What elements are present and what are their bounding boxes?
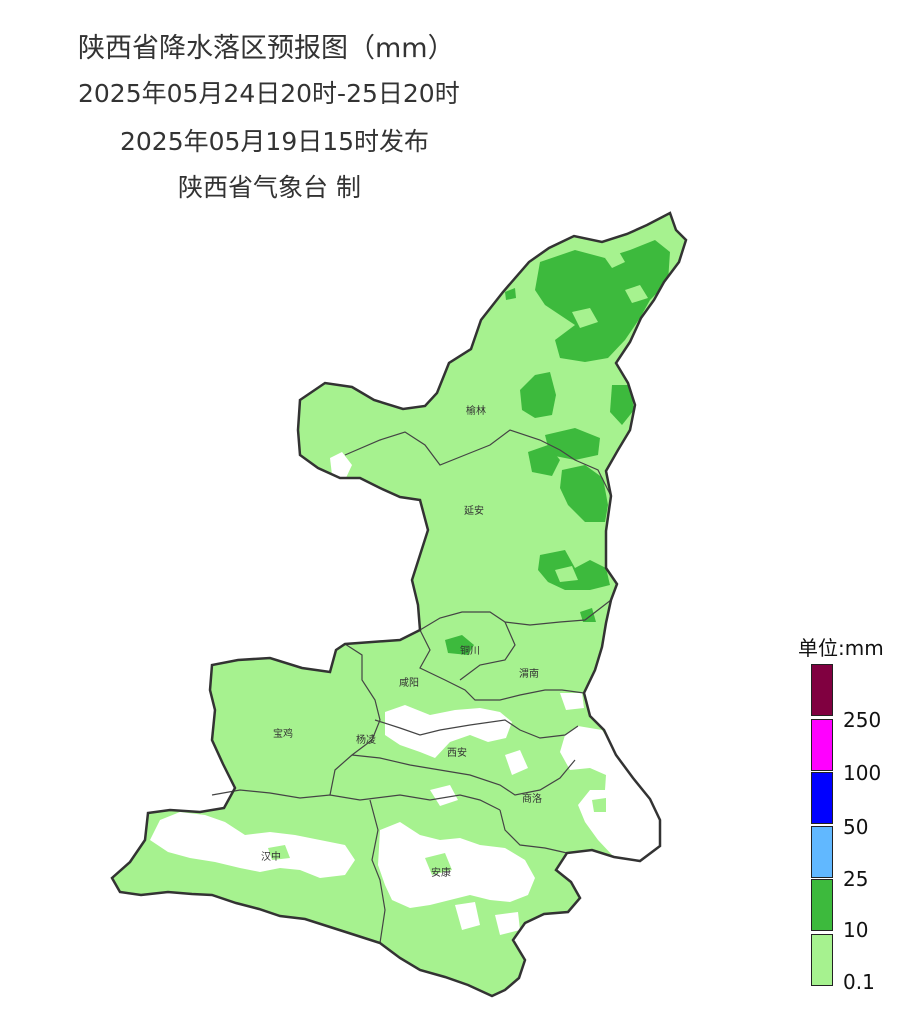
city-label-yanan: 延安 xyxy=(464,504,484,517)
title-line-3: 2025年05月19日15时发布 xyxy=(120,127,430,156)
title-line-2: 2025年05月24日20时-25日20时 xyxy=(78,79,460,108)
legend-swatch-100-250 xyxy=(811,719,833,771)
moderate-rain-areas xyxy=(445,240,670,655)
dry-patch xyxy=(560,726,660,861)
dry-patch xyxy=(495,912,520,935)
rain-patch xyxy=(505,288,516,300)
city-label-weinan: 渭南 xyxy=(519,667,539,680)
dry-patch xyxy=(430,785,458,806)
dry-patch xyxy=(455,902,480,930)
legend-unit: 单位:mm xyxy=(798,636,884,660)
rain-patch xyxy=(538,550,610,590)
legend-level-10: 10 xyxy=(843,918,869,942)
legend-swatch-250-plus xyxy=(811,664,833,716)
city-label-baoji: 宝鸡 xyxy=(273,727,293,740)
light-rain-holes xyxy=(555,250,648,582)
legend-level-0.1: 0.1 xyxy=(843,970,875,994)
rain-patch xyxy=(610,385,634,425)
legend-level-100: 100 xyxy=(843,761,882,785)
rain-patch xyxy=(580,608,596,622)
dry-patch xyxy=(330,452,352,480)
city-label-yulin: 榆林 xyxy=(466,404,486,417)
title-line-4: 陕西省气象台 制 xyxy=(178,173,361,202)
rain-patch xyxy=(528,445,560,476)
legend-swatch-50-100 xyxy=(811,772,833,824)
rain-patch xyxy=(535,240,670,362)
dry-patch xyxy=(150,812,355,878)
rain-patch xyxy=(545,428,600,460)
city-boundaries xyxy=(211,429,612,944)
legend-level-50: 50 xyxy=(843,815,869,839)
dry-patch xyxy=(505,750,528,775)
rain-patch xyxy=(520,372,556,418)
no-rain-areas xyxy=(150,452,660,935)
legend-swatch-10-25 xyxy=(811,879,833,931)
city-label-xianyang: 咸阳 xyxy=(399,677,419,689)
legend-level-25: 25 xyxy=(843,867,869,891)
legend-level-250: 250 xyxy=(843,708,882,732)
legend-swatch-0.1-10 xyxy=(811,934,833,986)
city-label-xian: 西安 xyxy=(447,746,467,759)
city-label-yangling: 杨凌 xyxy=(356,733,376,746)
title-line-1: 陕西省降水落区预报图（mm） xyxy=(78,33,455,64)
dry-patch xyxy=(385,705,512,758)
city-label-ankang: 安康 xyxy=(431,866,451,879)
rain-patch xyxy=(560,465,608,522)
city-labels: 榆林 延安 铜川 咸阳 渭南 宝鸡 杨凌 西安 商洛 汉中 安康 xyxy=(261,404,542,879)
city-label-hanzhong: 汉中 xyxy=(261,850,281,863)
dry-patch xyxy=(378,822,535,908)
city-label-shangluo: 商洛 xyxy=(522,792,542,805)
rain-patch xyxy=(445,635,474,655)
city-label-tongchuan: 铜川 xyxy=(460,645,480,657)
dry-patch xyxy=(560,693,584,710)
legend-swatch-25-50 xyxy=(811,826,833,878)
